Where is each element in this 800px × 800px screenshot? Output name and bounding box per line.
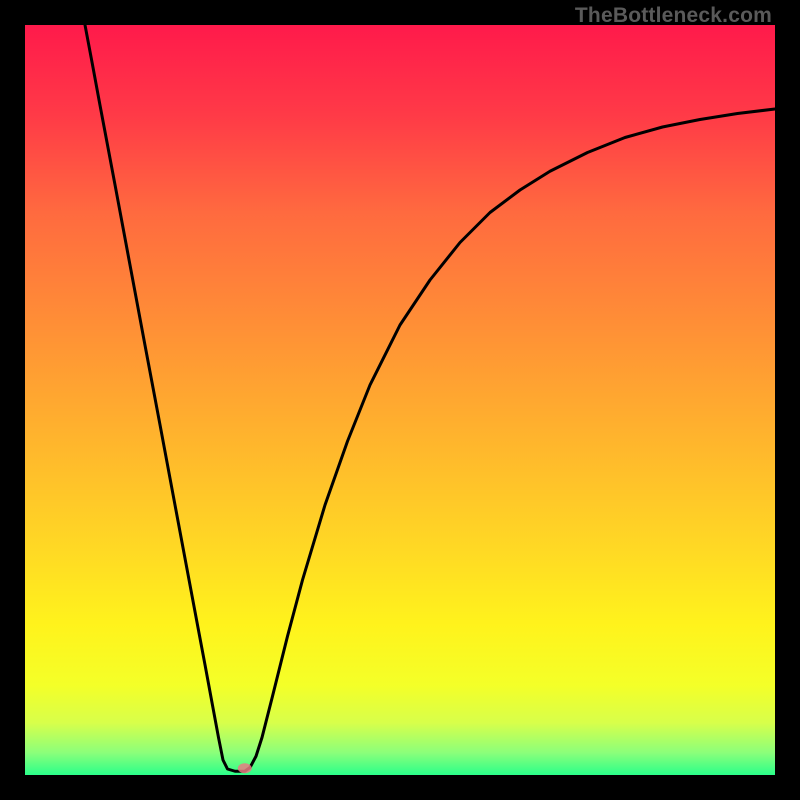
optimum-marker (238, 763, 252, 773)
chart-background (25, 25, 775, 775)
plot-area (25, 25, 775, 775)
chart-frame: TheBottleneck.com (0, 0, 800, 800)
chart-svg (25, 25, 775, 775)
